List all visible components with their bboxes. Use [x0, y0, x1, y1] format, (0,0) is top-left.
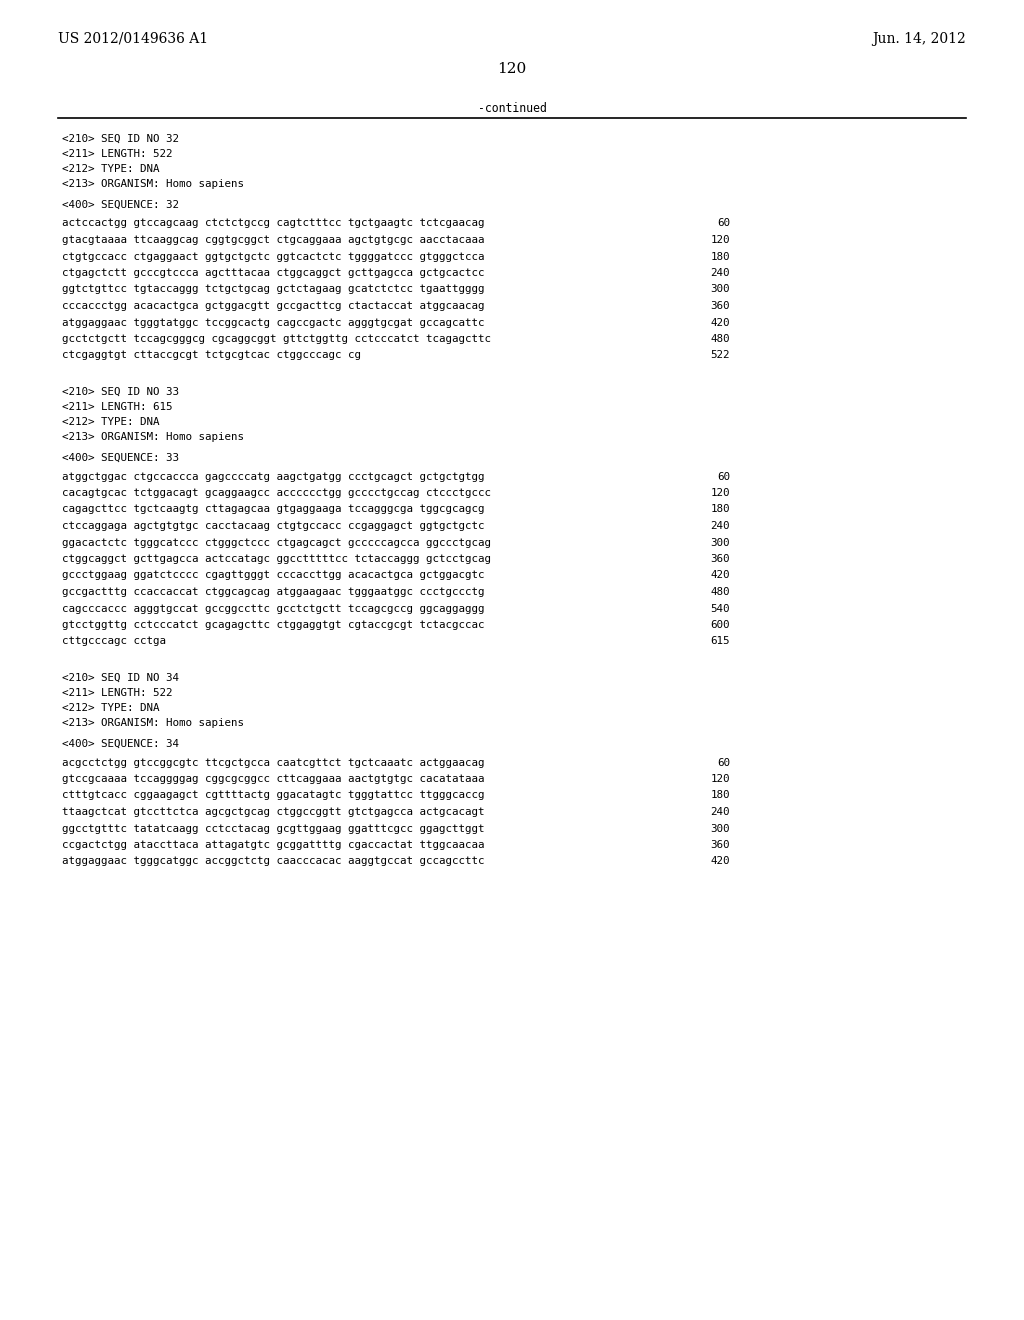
Text: 240: 240 — [711, 268, 730, 279]
Text: <400> SEQUENCE: 32: <400> SEQUENCE: 32 — [62, 201, 179, 210]
Text: ctttgtcacc cggaagagct cgttttactg ggacatagtc tgggtattcc ttgggcaccg: ctttgtcacc cggaagagct cgttttactg ggacata… — [62, 791, 484, 800]
Text: 180: 180 — [711, 504, 730, 515]
Text: 300: 300 — [711, 537, 730, 548]
Text: -continued: -continued — [477, 102, 547, 115]
Text: ggcctgtttc tatatcaagg cctcctacag gcgttggaag ggatttcgcc ggagcttggt: ggcctgtttc tatatcaagg cctcctacag gcgttgg… — [62, 824, 484, 833]
Text: 360: 360 — [711, 840, 730, 850]
Text: <210> SEQ ID NO 32: <210> SEQ ID NO 32 — [62, 135, 179, 144]
Text: <210> SEQ ID NO 34: <210> SEQ ID NO 34 — [62, 673, 179, 682]
Text: 615: 615 — [711, 636, 730, 647]
Text: gcctctgctt tccagcgggcg cgcaggcggt gttctggttg cctcccatct tcagagcttc: gcctctgctt tccagcgggcg cgcaggcggt gttctg… — [62, 334, 490, 345]
Text: 120: 120 — [711, 235, 730, 246]
Text: gtccgcaaaa tccaggggag cggcgcggcc cttcaggaaa aactgtgtgc cacatataaa: gtccgcaaaa tccaggggag cggcgcggcc cttcagg… — [62, 774, 484, 784]
Text: 360: 360 — [711, 554, 730, 564]
Text: actccactgg gtccagcaag ctctctgccg cagtctttcc tgctgaagtc tctcgaacag: actccactgg gtccagcaag ctctctgccg cagtctt… — [62, 219, 484, 228]
Text: 540: 540 — [711, 603, 730, 614]
Text: 420: 420 — [711, 857, 730, 866]
Text: 360: 360 — [711, 301, 730, 312]
Text: cacagtgcac tctggacagt gcaggaagcc acccccctgg gcccctgccag ctccctgccc: cacagtgcac tctggacagt gcaggaagcc acccccc… — [62, 488, 490, 498]
Text: gccctggaag ggatctcccc cgagttgggt cccaccttgg acacactgca gctggacgtc: gccctggaag ggatctcccc cgagttgggt cccacct… — [62, 570, 484, 581]
Text: gtacgtaaaa ttcaaggcag cggtgcggct ctgcaggaaa agctgtgcgc aacctacaaa: gtacgtaaaa ttcaaggcag cggtgcggct ctgcagg… — [62, 235, 484, 246]
Text: 60: 60 — [717, 471, 730, 482]
Text: <400> SEQUENCE: 34: <400> SEQUENCE: 34 — [62, 739, 179, 748]
Text: 180: 180 — [711, 791, 730, 800]
Text: US 2012/0149636 A1: US 2012/0149636 A1 — [58, 32, 208, 46]
Text: <212> TYPE: DNA: <212> TYPE: DNA — [62, 417, 160, 426]
Text: Jun. 14, 2012: Jun. 14, 2012 — [872, 32, 966, 46]
Text: <212> TYPE: DNA: <212> TYPE: DNA — [62, 164, 160, 174]
Text: atggaggaac tgggcatggc accggctctg caacccacac aaggtgccat gccagccttc: atggaggaac tgggcatggc accggctctg caaccca… — [62, 857, 484, 866]
Text: 120: 120 — [498, 62, 526, 77]
Text: 240: 240 — [711, 521, 730, 531]
Text: 300: 300 — [711, 824, 730, 833]
Text: atggctggac ctgccaccca gagccccatg aagctgatgg ccctgcagct gctgctgtgg: atggctggac ctgccaccca gagccccatg aagctga… — [62, 471, 484, 482]
Text: 420: 420 — [711, 570, 730, 581]
Text: cccaccctgg acacactgca gctggacgtt gccgacttcg ctactaccat atggcaacag: cccaccctgg acacactgca gctggacgtt gccgact… — [62, 301, 484, 312]
Text: cttgcccagc cctga: cttgcccagc cctga — [62, 636, 166, 647]
Text: <400> SEQUENCE: 33: <400> SEQUENCE: 33 — [62, 453, 179, 463]
Text: 522: 522 — [711, 351, 730, 360]
Text: ctggcaggct gcttgagcca actccatagc ggcctttttcc tctaccaggg gctcctgcag: ctggcaggct gcttgagcca actccatagc ggccttt… — [62, 554, 490, 564]
Text: ctgtgccacc ctgaggaact ggtgctgctc ggtcactctc tggggatccc gtgggctcca: ctgtgccacc ctgaggaact ggtgctgctc ggtcact… — [62, 252, 484, 261]
Text: <210> SEQ ID NO 33: <210> SEQ ID NO 33 — [62, 387, 179, 397]
Text: <213> ORGANISM: Homo sapiens: <213> ORGANISM: Homo sapiens — [62, 180, 244, 189]
Text: ggacactctc tgggcatccc ctgggctccc ctgagcagct gcccccagcca ggccctgcag: ggacactctc tgggcatccc ctgggctccc ctgagca… — [62, 537, 490, 548]
Text: <211> LENGTH: 522: <211> LENGTH: 522 — [62, 688, 172, 698]
Text: 180: 180 — [711, 252, 730, 261]
Text: 300: 300 — [711, 285, 730, 294]
Text: ttaagctcat gtccttctca agcgctgcag ctggccggtt gtctgagcca actgcacagt: ttaagctcat gtccttctca agcgctgcag ctggccg… — [62, 807, 484, 817]
Text: <213> ORGANISM: Homo sapiens: <213> ORGANISM: Homo sapiens — [62, 718, 244, 729]
Text: ccgactctgg ataccttaca attagatgtc gcggattttg cgaccactat ttggcaacaa: ccgactctgg ataccttaca attagatgtc gcggatt… — [62, 840, 484, 850]
Text: atggaggaac tgggtatggc tccggcactg cagccgactc agggtgcgat gccagcattc: atggaggaac tgggtatggc tccggcactg cagccga… — [62, 318, 484, 327]
Text: 600: 600 — [711, 620, 730, 630]
Text: cagcccaccc agggtgccat gccggccttc gcctctgctt tccagcgccg ggcaggaggg: cagcccaccc agggtgccat gccggccttc gcctctg… — [62, 603, 484, 614]
Text: <211> LENGTH: 522: <211> LENGTH: 522 — [62, 149, 172, 158]
Text: ctcgaggtgt cttaccgcgt tctgcgtcac ctggcccagc cg: ctcgaggtgt cttaccgcgt tctgcgtcac ctggccc… — [62, 351, 361, 360]
Text: 60: 60 — [717, 758, 730, 767]
Text: 480: 480 — [711, 334, 730, 345]
Text: 120: 120 — [711, 774, 730, 784]
Text: 420: 420 — [711, 318, 730, 327]
Text: <211> LENGTH: 615: <211> LENGTH: 615 — [62, 403, 172, 412]
Text: ctgagctctt gcccgtccca agctttacaa ctggcaggct gcttgagcca gctgcactcc: ctgagctctt gcccgtccca agctttacaa ctggcag… — [62, 268, 484, 279]
Text: cagagcttcc tgctcaagtg cttagagcaa gtgaggaaga tccagggcga tggcgcagcg: cagagcttcc tgctcaagtg cttagagcaa gtgagga… — [62, 504, 484, 515]
Text: gtcctggttg cctcccatct gcagagcttc ctggaggtgt cgtaccgcgt tctacgccac: gtcctggttg cctcccatct gcagagcttc ctggagg… — [62, 620, 484, 630]
Text: gccgactttg ccaccaccat ctggcagcag atggaagaac tgggaatggc ccctgccctg: gccgactttg ccaccaccat ctggcagcag atggaag… — [62, 587, 484, 597]
Text: acgcctctgg gtccggcgtc ttcgctgcca caatcgttct tgctcaaatc actggaacag: acgcctctgg gtccggcgtc ttcgctgcca caatcgt… — [62, 758, 484, 767]
Text: 480: 480 — [711, 587, 730, 597]
Text: ctccaggaga agctgtgtgc cacctacaag ctgtgccacc ccgaggagct ggtgctgctc: ctccaggaga agctgtgtgc cacctacaag ctgtgcc… — [62, 521, 484, 531]
Text: 60: 60 — [717, 219, 730, 228]
Text: <213> ORGANISM: Homo sapiens: <213> ORGANISM: Homo sapiens — [62, 432, 244, 442]
Text: <212> TYPE: DNA: <212> TYPE: DNA — [62, 704, 160, 713]
Text: 240: 240 — [711, 807, 730, 817]
Text: ggtctgttcc tgtaccaggg tctgctgcag gctctagaag gcatctctcc tgaattgggg: ggtctgttcc tgtaccaggg tctgctgcag gctctag… — [62, 285, 484, 294]
Text: 120: 120 — [711, 488, 730, 498]
